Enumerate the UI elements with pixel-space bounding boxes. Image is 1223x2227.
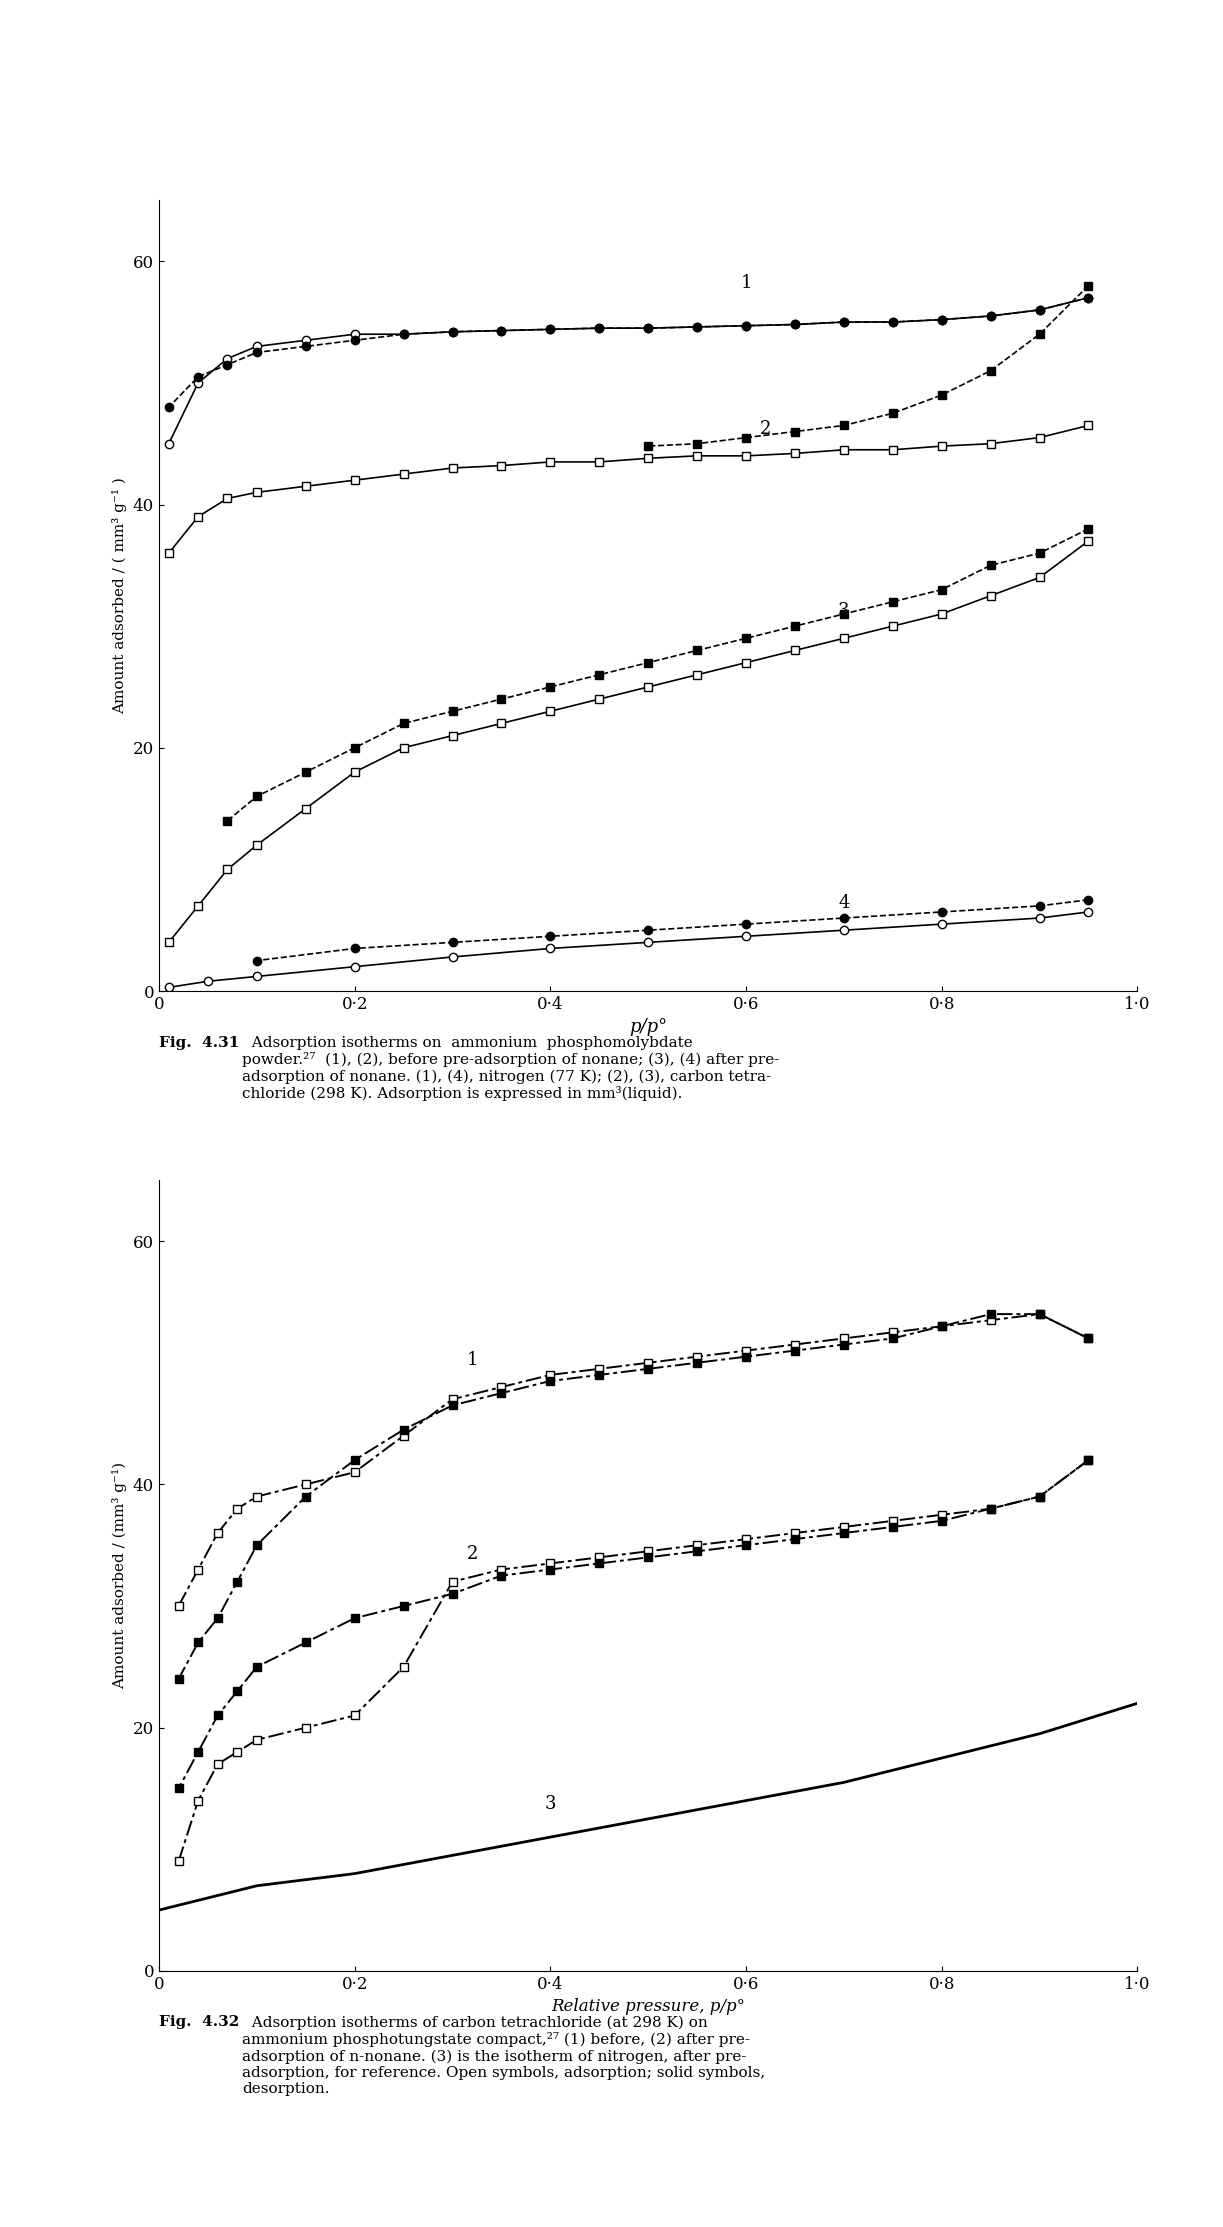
- Text: 2: 2: [759, 419, 772, 436]
- Text: Adsorption isotherms of carbon tetrachloride (at 298 K) on
ammonium phosphotungs: Adsorption isotherms of carbon tetrachlo…: [242, 2015, 766, 2096]
- Text: Fig.  4.32: Fig. 4.32: [159, 2015, 240, 2029]
- Text: 1: 1: [740, 274, 752, 292]
- Text: 4: 4: [838, 893, 850, 913]
- Text: 1: 1: [466, 1352, 478, 1370]
- X-axis label: Relative pressure, p/p°: Relative pressure, p/p°: [552, 1998, 745, 2015]
- Text: Fig.  4.31: Fig. 4.31: [159, 1036, 240, 1049]
- Y-axis label: Amount adsorbed / (mm³ g⁻¹): Amount adsorbed / (mm³ g⁻¹): [113, 1463, 127, 1688]
- Text: 3: 3: [544, 1795, 556, 1813]
- X-axis label: p/p°: p/p°: [629, 1018, 668, 1036]
- Text: Adsorption isotherms on  ammonium  phosphomolybdate
powder.²⁷  (1), (2), before : Adsorption isotherms on ammonium phospho…: [242, 1036, 779, 1100]
- Text: 3: 3: [838, 601, 850, 619]
- Y-axis label: Amount adsorbed / ( mm³ g⁻¹ ): Amount adsorbed / ( mm³ g⁻¹ ): [113, 477, 127, 715]
- Text: 2: 2: [466, 1546, 478, 1563]
